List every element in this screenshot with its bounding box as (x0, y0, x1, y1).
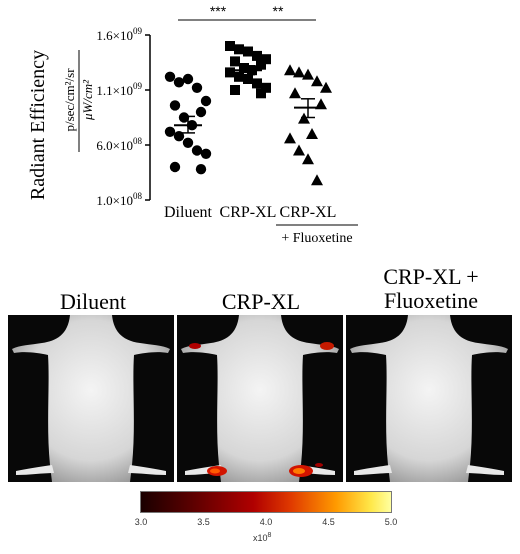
data-point-triangle (289, 87, 301, 99)
data-point-square (252, 78, 262, 89)
significance-label: *** (210, 3, 227, 19)
data-point-triangle (293, 66, 305, 78)
colorbar-tick-label: 5.0 (384, 517, 398, 527)
y-tick-label: 1.1×1009 (96, 81, 142, 98)
data-point-circle (200, 95, 212, 107)
panel-title-line2: Fluoxetine (383, 288, 479, 313)
data-point-triangle (302, 153, 314, 165)
data-point-circle (164, 126, 176, 137)
y-tick-label: 1.0×1008 (96, 191, 142, 208)
data-point-circle (169, 161, 181, 173)
colorbar-scale-mantissa: x10 (253, 533, 268, 543)
data-point-square (225, 67, 235, 78)
data-point-square (225, 41, 235, 51)
data-point-square (261, 54, 271, 65)
mouse-image-diluent (8, 315, 174, 482)
data-point-triangle (315, 98, 327, 110)
colorbar-tick-label: 4.0 (259, 517, 273, 527)
data-point-square (230, 85, 240, 95)
colorbar-scale: x108 (253, 532, 271, 543)
colorbar-scale-exponent: 8 (267, 532, 272, 539)
data-point-circle (191, 82, 203, 94)
data-point-triangle (320, 81, 332, 93)
data-point-square (261, 82, 271, 93)
data-point-circle (182, 73, 194, 85)
data-point-circle (195, 164, 207, 175)
data-point-triangle (311, 174, 323, 186)
y-tick-label: 1.6×1009 (96, 26, 142, 43)
data-point-circle (191, 145, 203, 156)
data-point-circle (200, 148, 212, 159)
colorbar (140, 491, 392, 513)
y-axis-units-bottom: μW/cm² (80, 79, 95, 121)
data-point-circle (169, 100, 181, 111)
y-axis-title: Radiant Efficiency (27, 50, 49, 200)
colorbar-tick-label: 3.0 (134, 517, 148, 527)
data-point-square (256, 88, 266, 99)
data-point-triangle (306, 128, 318, 139)
data-point-circle (164, 71, 176, 83)
mouse-image-crp-xl-fluoxetine (346, 315, 512, 482)
y-axis-label-group: Radiant Efficiency p/sec/cm²/sr μW/cm² (27, 50, 95, 200)
mouse-silhouette (12, 315, 170, 482)
data-point-square (252, 50, 262, 61)
data-point-square (243, 74, 253, 84)
data-point-triangle (284, 132, 296, 144)
data-point-triangle (284, 64, 296, 76)
colorbar-tick-label: 3.5 (197, 517, 210, 527)
data-point-square (230, 56, 240, 67)
axes: 1.6×1009 1.1×1009 6.0×1008 1.0×1008 Diluent C… (96, 3, 358, 246)
x-tick-label: Diluent (164, 204, 213, 221)
data-point-square (243, 46, 253, 57)
data-point-triangle (311, 75, 323, 87)
data-point-square (234, 44, 244, 55)
significance-label: ** (273, 3, 284, 19)
mouse-silhouette (181, 315, 339, 482)
panel-title-diluent: Diluent (60, 289, 126, 314)
colorbar-tick-label: 4.5 (322, 517, 335, 527)
data-point-circle (173, 77, 185, 88)
data-point-triangle (293, 144, 305, 156)
data-point-circle (178, 112, 190, 123)
data-point-circle (182, 137, 194, 148)
data-point-triangle (302, 68, 314, 80)
x-tick-label: CRP-XL (280, 204, 337, 221)
mouse-silhouette (350, 315, 508, 482)
x-tick-label: CRP-XL (220, 204, 277, 221)
data-point-square (239, 63, 249, 73)
data-point-square (234, 71, 244, 82)
panel-title-crp-xl: CRP-XL (221, 289, 301, 314)
x-tick-label-sub: + Fluoxetine (281, 231, 352, 246)
y-tick-label: 6.0×1008 (96, 136, 142, 153)
data-point-square (256, 59, 266, 70)
data-points (164, 41, 332, 186)
panel-title-line1: CRP-XL + (383, 264, 479, 289)
mouse-image-crp-xl (177, 315, 343, 482)
data-point-circle (195, 106, 207, 118)
y-axis-units-top: p/sec/cm²/sr (62, 68, 77, 132)
panel-title-crp-xl-fluoxetine: CRP-XL + Fluoxetine (346, 265, 516, 313)
scatter-chart: Radiant Efficiency p/sec/cm²/sr μW/cm² 1… (27, 3, 358, 246)
